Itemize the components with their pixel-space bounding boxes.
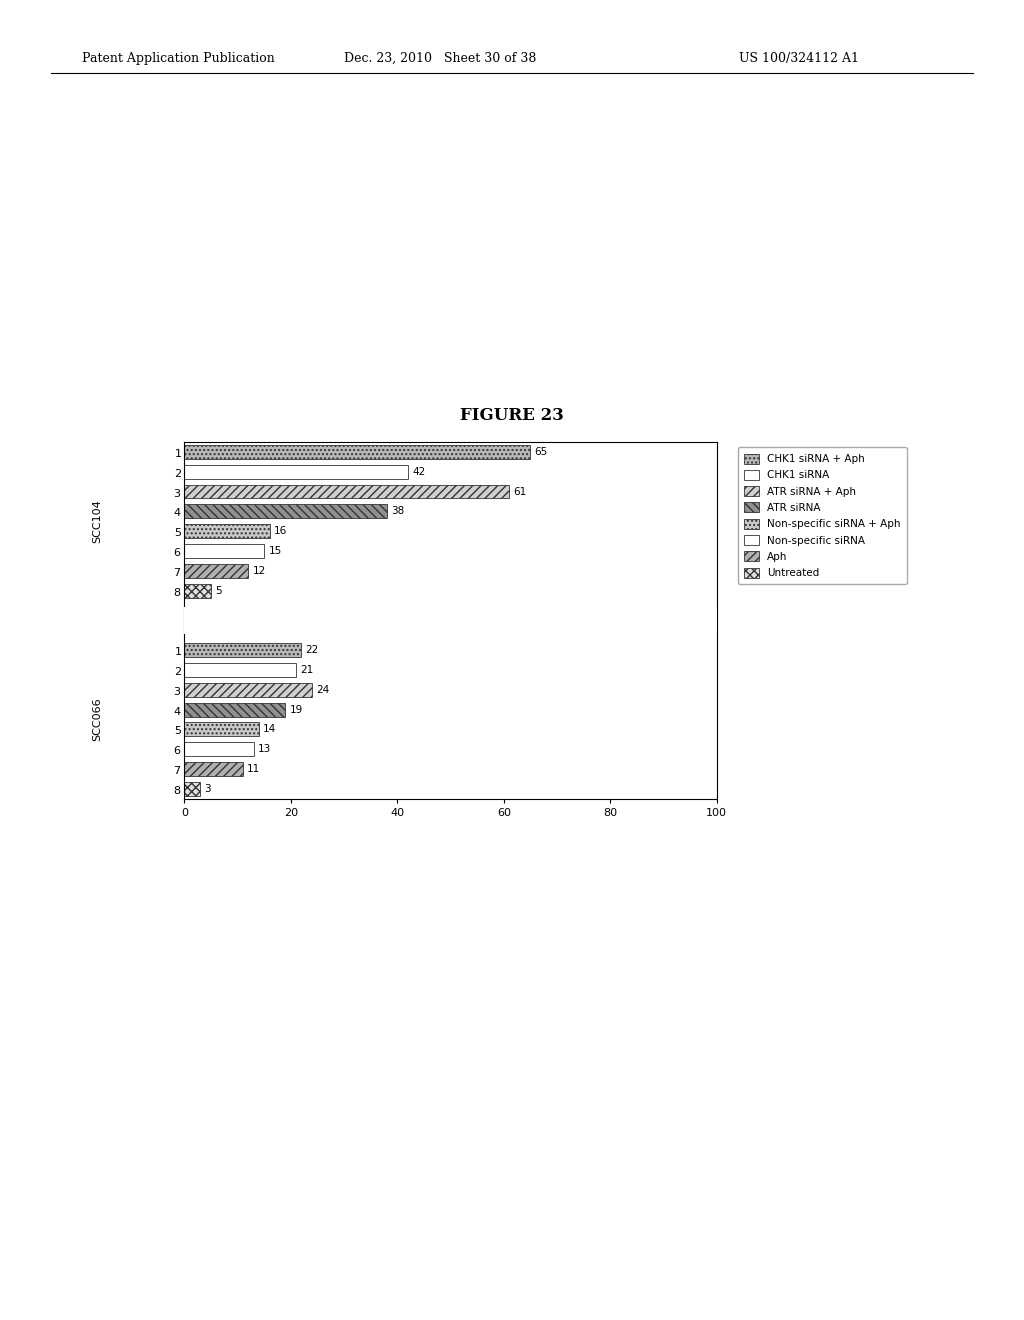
Text: 19: 19	[290, 705, 303, 714]
Text: SCC066: SCC066	[92, 698, 102, 742]
Text: 13: 13	[258, 744, 271, 754]
Bar	[184, 663, 296, 677]
Text: 21: 21	[300, 665, 313, 675]
Bar	[184, 606, 717, 635]
Text: 15: 15	[268, 546, 282, 556]
Text: Dec. 23, 2010   Sheet 30 of 38: Dec. 23, 2010 Sheet 30 of 38	[344, 51, 537, 65]
Bar	[184, 762, 243, 776]
Bar	[184, 524, 269, 539]
Bar	[184, 682, 312, 697]
Text: FIGURE 23: FIGURE 23	[460, 408, 564, 424]
Bar	[184, 722, 259, 737]
Bar	[184, 445, 530, 459]
Text: SCC104: SCC104	[92, 499, 102, 543]
Text: 14: 14	[263, 725, 276, 734]
Bar	[184, 504, 387, 519]
Text: 42: 42	[413, 467, 425, 477]
Bar	[184, 583, 211, 598]
Bar	[184, 781, 201, 796]
Text: 11: 11	[247, 764, 260, 774]
Text: 38: 38	[391, 507, 404, 516]
Text: Patent Application Publication: Patent Application Publication	[82, 51, 274, 65]
Text: 22: 22	[306, 645, 318, 655]
Text: 61: 61	[513, 487, 526, 496]
Text: 24: 24	[316, 685, 330, 694]
Text: 65: 65	[535, 447, 548, 457]
Text: 5: 5	[215, 586, 222, 595]
Text: 3: 3	[205, 784, 211, 793]
Bar	[184, 564, 248, 578]
Bar	[184, 544, 264, 558]
Text: US 100/324112 A1: US 100/324112 A1	[738, 51, 859, 65]
Bar	[184, 465, 408, 479]
Legend: CHK1 siRNA + Aph, CHK1 siRNA, ATR siRNA + Aph, ATR siRNA, Non-specific siRNA + A: CHK1 siRNA + Aph, CHK1 siRNA, ATR siRNA …	[738, 447, 907, 585]
Bar	[184, 702, 286, 717]
Bar	[184, 484, 509, 499]
Bar	[184, 643, 301, 657]
Text: 12: 12	[253, 566, 265, 576]
Bar	[184, 742, 254, 756]
Text: 16: 16	[273, 527, 287, 536]
